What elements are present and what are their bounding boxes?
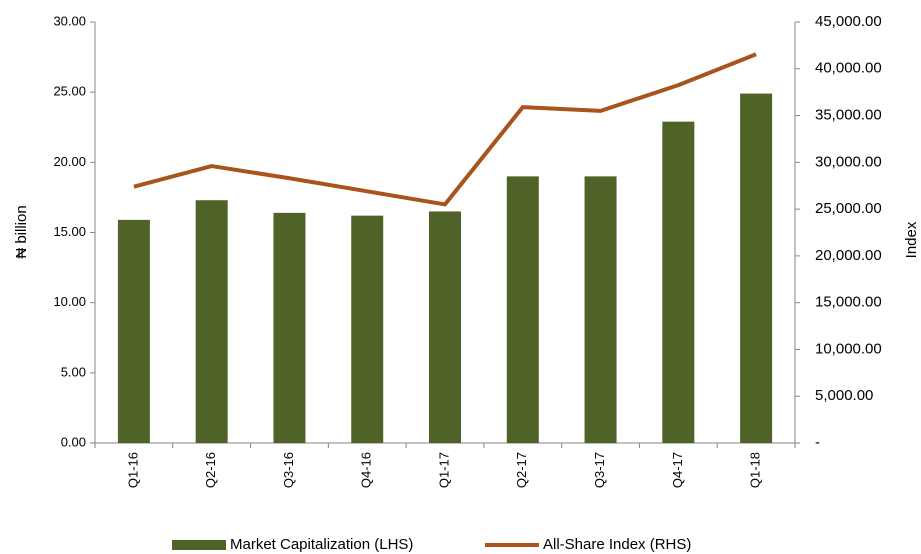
bar <box>429 211 461 443</box>
y2-tick-label: 30,000.00 <box>815 153 882 170</box>
x-tick-label: Q1-18 <box>748 452 763 488</box>
y2-tick-label: 25,000.00 <box>815 200 882 217</box>
y-tick-label: 20.00 <box>53 154 86 169</box>
y2-tick-label: 40,000.00 <box>815 60 882 77</box>
y2-tick-label: 35,000.00 <box>815 107 882 124</box>
x-tick-label: Q4-17 <box>670 452 685 488</box>
y-tick-label: 10.00 <box>53 294 86 309</box>
x-tick-label: Q1-16 <box>125 452 140 488</box>
bar <box>584 176 617 443</box>
y2-axis-label: Index <box>903 221 920 258</box>
x-tick-label: Q2-17 <box>514 452 529 488</box>
x-tick-label: Q1-17 <box>436 452 451 488</box>
bar <box>195 200 228 443</box>
y-axis-label: ₦ billion <box>13 205 30 258</box>
y-tick-label: 0.00 <box>61 434 86 449</box>
y2-tick-label: 5,000.00 <box>815 387 873 404</box>
y-tick-label: 30.00 <box>53 13 86 28</box>
bar <box>662 121 695 444</box>
y2-tick-label: 10,000.00 <box>815 340 882 357</box>
x-tick-label: Q2-16 <box>203 452 218 488</box>
y2-tick-label: 15,000.00 <box>815 294 882 311</box>
x-tick-label: Q4-16 <box>359 452 374 488</box>
legend-swatch <box>172 540 226 550</box>
legend-label: All-Share Index (RHS) <box>543 536 691 553</box>
y-tick-label: 25.00 <box>53 84 86 99</box>
bar <box>351 215 384 443</box>
y-tick-label: 15.00 <box>53 224 86 239</box>
y2-tick-label: 45,000.00 <box>815 13 882 30</box>
line <box>133 52 757 207</box>
x-tick-label: Q3-16 <box>281 452 296 488</box>
legend-label: Market Capitalization (LHS) <box>230 536 413 553</box>
y-tick-label: 5.00 <box>61 364 86 379</box>
bar <box>273 212 306 443</box>
bar <box>506 176 539 443</box>
bar <box>117 219 150 443</box>
y2-tick-label: - <box>815 434 820 451</box>
bar <box>740 93 773 443</box>
x-tick-label: Q3-17 <box>592 452 607 488</box>
y2-tick-label: 20,000.00 <box>815 247 882 264</box>
